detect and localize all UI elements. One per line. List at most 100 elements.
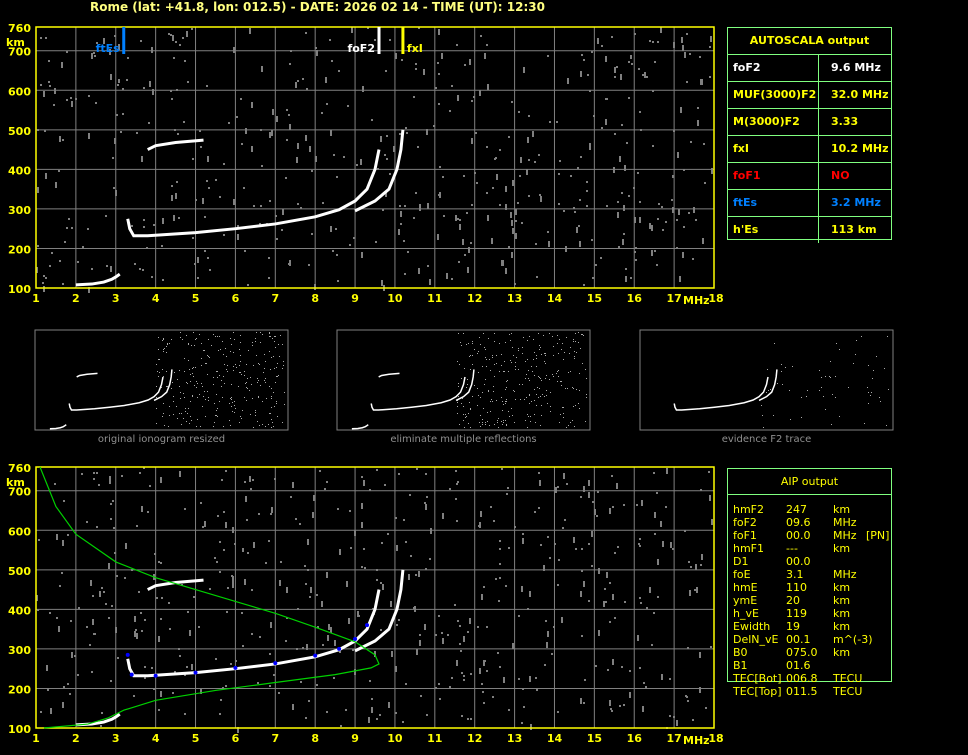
noise-dot: [230, 663, 232, 665]
noise-dot: [405, 541, 407, 543]
noise-dot: [160, 562, 162, 564]
thumb-noise: [202, 406, 203, 407]
noise-dot: [657, 218, 659, 220]
thumb-noise: [241, 374, 242, 375]
thumb-noise: [163, 338, 164, 339]
noise-dot: [624, 601, 626, 603]
noise-dot: [295, 82, 297, 88]
thumb-noise: [235, 364, 236, 365]
thumb-noise: [193, 376, 194, 377]
thumb-noise: [478, 395, 479, 396]
noise-dot: [588, 480, 590, 486]
thumb-noise: [284, 392, 285, 393]
ionogram-trace: [147, 138, 204, 151]
noise-dot: [558, 559, 560, 561]
thumb-noise: [188, 344, 189, 345]
noise-dot: [207, 257, 209, 259]
thumb-noise: [278, 375, 279, 376]
thumb-trace: [153, 369, 173, 402]
noise-dot: [419, 640, 421, 646]
thumb-caption-3: evidence F2 trace: [721, 434, 812, 445]
noise-dot: [192, 237, 194, 239]
noise-dot: [269, 685, 271, 687]
noise-dot: [557, 584, 559, 586]
noise-dot: [122, 88, 124, 90]
thumb-noise: [541, 405, 542, 406]
thumb-noise: [493, 386, 494, 387]
thumb-trace: [370, 376, 466, 411]
thumb-noise: [268, 424, 269, 425]
thumb-noise: [195, 339, 196, 340]
thumb-noise: [561, 349, 562, 350]
noise-dot: [275, 215, 277, 217]
thumb-noise: [188, 408, 189, 409]
thumb-noise: [529, 395, 530, 396]
thumb-noise: [159, 372, 160, 373]
autoscala-key: fxI: [728, 136, 819, 162]
thumb-noise: [163, 349, 164, 350]
noise-dot: [630, 57, 632, 59]
thumb-noise: [505, 401, 506, 402]
thumb-noise: [545, 363, 546, 364]
noise-dot: [589, 90, 591, 92]
thumb-noise: [522, 353, 523, 354]
noise-dot: [470, 242, 472, 244]
thumb-noise: [216, 410, 217, 411]
x-tick-label: 5: [192, 732, 200, 745]
noise-dot: [477, 626, 479, 628]
noise-dot: [71, 101, 73, 107]
noise-dot: [598, 568, 600, 574]
noise-dot: [423, 69, 425, 75]
thumb-noise: [252, 345, 253, 346]
thumb-noise: [253, 427, 254, 428]
noise-dot: [581, 548, 583, 550]
thumb-noise: [536, 405, 537, 406]
noise-dot: [547, 231, 549, 233]
noise-dot: [272, 109, 274, 115]
noise-dot: [473, 96, 475, 98]
thumb-noise: [166, 352, 167, 353]
aip-cell: MHz: [833, 568, 857, 581]
noise-dot: [154, 553, 156, 555]
thumb-noise: [162, 369, 163, 370]
noise-dot: [246, 519, 248, 521]
thumb-noise: [248, 350, 249, 351]
noise-dot: [646, 607, 648, 609]
thumb-noise: [201, 365, 202, 366]
noise-dot: [313, 495, 315, 501]
thumb-noise: [538, 333, 539, 334]
thumb-noise: [457, 413, 458, 414]
noise-dot: [59, 260, 61, 262]
thumb-noise: [540, 396, 541, 397]
noise-dot: [631, 63, 633, 65]
x-tick-label: 6: [232, 732, 240, 745]
thumb-noise: [190, 401, 191, 402]
thumb-noise: [515, 366, 516, 367]
x-tick-label: 11: [427, 292, 442, 305]
noise-dot: [90, 580, 92, 586]
noise-dot: [438, 103, 440, 105]
noise-dot: [577, 167, 579, 169]
noise-dot: [396, 545, 398, 551]
noise-dot: [555, 487, 557, 493]
aip-cell: 00.0: [786, 529, 811, 542]
noise-dot: [404, 273, 406, 275]
noise-dot: [363, 480, 365, 486]
thumb-noise: [246, 382, 247, 383]
noise-dot: [379, 714, 381, 716]
thumb-noise: [503, 420, 504, 421]
noise-dot: [204, 250, 206, 252]
noise-dot: [443, 215, 445, 217]
thumb-noise: [230, 338, 231, 339]
thumb-noise: [561, 385, 562, 386]
noise-dot: [689, 590, 691, 596]
noise-dot: [605, 119, 607, 125]
thumb-noise: [470, 355, 471, 356]
noise-dot: [393, 146, 395, 152]
noise-dot: [709, 495, 711, 501]
noise-dot: [425, 568, 427, 570]
noise-dot: [595, 264, 597, 266]
marker-label: ftEs: [96, 42, 121, 55]
noise-dot: [62, 540, 64, 546]
noise-dot: [127, 57, 129, 59]
